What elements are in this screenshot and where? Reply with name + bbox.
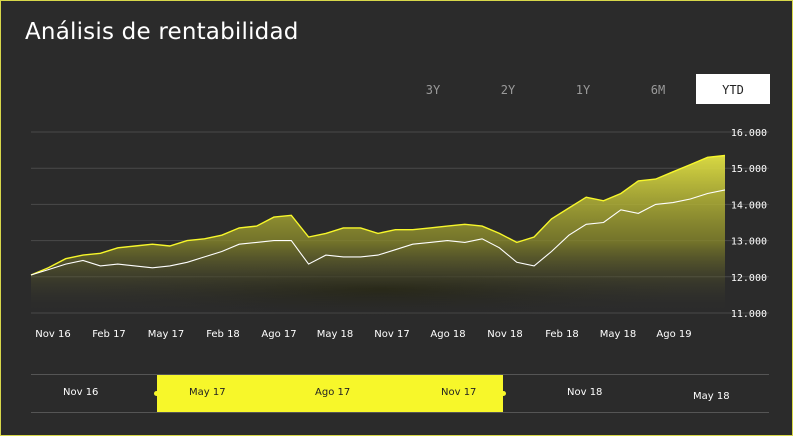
- y-tick-label: 16.000: [731, 128, 767, 139]
- range-button-2y[interactable]: 2Y: [471, 74, 545, 104]
- performance-chart[interactable]: 16.000 15.000 14.000 13.000 12.000 11.000 Nov…: [1, 1, 792, 361]
- x-tick-label: May 18: [317, 329, 354, 340]
- navigator-label: May 18: [693, 391, 730, 402]
- navigator-label: Nov 16: [63, 387, 99, 398]
- page-title: Análisis de rentabilidad: [25, 19, 299, 45]
- range-button-6m[interactable]: 6M: [621, 74, 695, 104]
- y-tick-label: 14.000: [731, 200, 767, 211]
- x-tick-label: Ago 19: [656, 329, 691, 340]
- navigator-label: May 17: [189, 387, 226, 398]
- x-tick-label: Ago 18: [430, 329, 465, 340]
- series-line-secondary: [30, 189, 726, 276]
- x-tick-label: Ago 17: [261, 329, 296, 340]
- x-tick-label: Feb 18: [206, 329, 240, 340]
- y-tick-label: 11.000: [731, 309, 767, 320]
- series-layer: [30, 154, 726, 313]
- navigator-label: Ago 17: [315, 387, 351, 398]
- x-tick-label: Nov 16: [35, 329, 70, 340]
- x-tick-label: May 17: [148, 329, 185, 340]
- x-tick-label: Feb 17: [92, 329, 126, 340]
- y-tick-label: 13.000: [731, 237, 767, 248]
- range-navigator[interactable]: Nov 16 May 17 Ago 17 Nov 17 Nov 18 May 1…: [31, 374, 769, 413]
- range-button-3y[interactable]: 3Y: [396, 74, 470, 104]
- series-area-fill: [31, 155, 725, 313]
- series-line-primary: [30, 154, 726, 276]
- y-tick-label: 12.000: [731, 273, 767, 284]
- y-tick-label: 15.000: [731, 164, 767, 175]
- navigator-label: Nov 17: [441, 387, 477, 398]
- x-tick-label: May 18: [600, 329, 637, 340]
- range-button-1y[interactable]: 1Y: [546, 74, 620, 104]
- navigator-right-handle[interactable]: [501, 391, 506, 396]
- navigator-label: Nov 18: [567, 387, 603, 398]
- navigator-selection[interactable]: [157, 375, 503, 412]
- x-tick-label: Feb 18: [545, 329, 579, 340]
- x-axis: Nov 16 Feb 17 May 17 Feb 18 Ago 17 May 18 Nov …: [35, 329, 691, 340]
- x-tick-label: Nov 18: [487, 329, 522, 340]
- x-tick-label: Nov 17: [374, 329, 409, 340]
- navigator-left-handle[interactable]: [154, 391, 159, 396]
- y-axis: 16.000 15.000 14.000 13.000 12.000 11.000: [731, 128, 767, 320]
- range-button-ytd[interactable]: YTD: [696, 74, 770, 104]
